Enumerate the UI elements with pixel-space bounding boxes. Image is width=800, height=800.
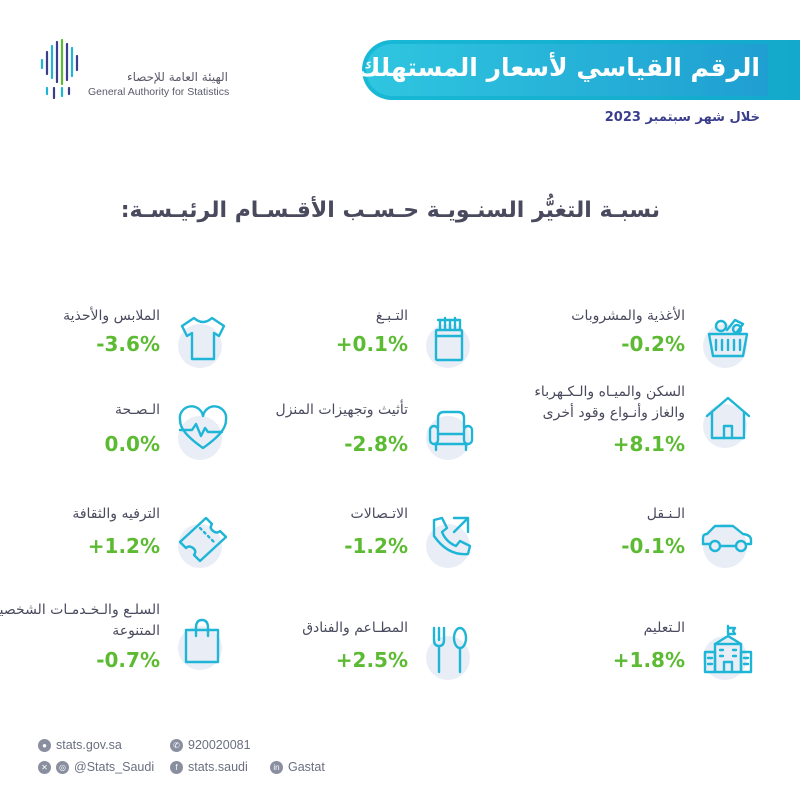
category-housing: السكن والميـاه والـكـهرباء والغاز وأنـوا… [525, 382, 755, 472]
category-label: السلـع والـخـدمـات الشخصية المتنوعة [0, 602, 160, 639]
category-value: -0.1% [621, 534, 685, 558]
footer-x-instagram[interactable]: ✕ ◎ @Stats_Saudi [38, 760, 154, 774]
section-title: نسبـة التغيُّر السنـويـة حـسـب الأقـسـام… [120, 198, 660, 223]
category-label: الـتعليم [643, 620, 685, 636]
ticket-icon [176, 512, 230, 568]
category-label: السكن والميـاه والـكـهرباء والغاز وأنـوا… [534, 384, 685, 421]
category-label: الأغذية والمشروبات [571, 308, 685, 324]
gastat-logo-icon [40, 38, 79, 100]
category-value: -1.2% [344, 534, 408, 558]
tshirt-icon [176, 312, 230, 368]
phone-call-icon [424, 512, 478, 568]
instagram-icon: ◎ [56, 760, 69, 774]
category-value: +2.5% [335, 648, 408, 672]
phone-icon: ✆ [170, 738, 183, 752]
category-restaurants: المطـاعم والفنادق +2.5% [248, 612, 478, 692]
category-communication: الاتـصالات -1.2% [248, 500, 478, 580]
linkedin-icon: in [270, 760, 283, 774]
footer-linkedin[interactable]: in Gastat [270, 760, 325, 774]
house-icon [701, 392, 755, 448]
category-personal-goods: السلـع والـخـدمـات الشخصية المتنوعة -0.7… [0, 600, 230, 690]
phone-number[interactable]: 920020081 [188, 738, 251, 752]
header-banner: الرقم القياسي لأسعار المستهلك [362, 40, 800, 100]
category-transport: الـنـقل -0.1% [525, 500, 755, 580]
category-value: +8.1% [612, 432, 685, 456]
gastat-logo: الهيئة العامة للإحصاء General Authority … [38, 36, 238, 106]
shopping-bag-icon [176, 614, 230, 670]
category-food: الأغذية والمشروبات -0.2% [525, 300, 755, 380]
category-value: -0.2% [621, 332, 685, 356]
category-label: تأثيث وتجهيزات المنزل [275, 402, 408, 418]
category-value: -2.8% [344, 432, 408, 456]
food-basket-icon [701, 312, 755, 368]
category-value: +1.2% [87, 534, 160, 558]
footer-phone[interactable]: ✆ 920020081 [170, 738, 251, 752]
category-value: -3.6% [96, 332, 160, 356]
category-tobacco: التـبـغ +0.1% [248, 300, 478, 380]
category-value: +1.8% [612, 648, 685, 672]
page-title: الرقم القياسي لأسعار المستهلك [362, 53, 760, 82]
category-education: الـتعليم +1.8% [525, 612, 755, 692]
category-recreation: الترفيه والثقافة +1.2% [0, 500, 230, 580]
footer-website[interactable]: ● stats.gov.sa [38, 738, 122, 752]
linkedin-handle[interactable]: Gastat [288, 760, 325, 774]
armchair-icon [424, 404, 478, 460]
school-building-icon [701, 624, 755, 680]
category-value: 0.0% [104, 432, 160, 456]
globe-icon: ● [38, 738, 51, 752]
category-label: الـصـحة [114, 402, 160, 418]
x-icon: ✕ [38, 760, 51, 774]
category-label: الملابس والأحذية [63, 308, 160, 324]
cigarette-pack-icon [424, 312, 478, 368]
category-label: المطـاعم والفنادق [302, 620, 408, 636]
category-furnishing: تأثيث وتجهيزات المنزل -2.8% [248, 392, 478, 472]
category-health: الـصـحة 0.0% [0, 392, 230, 472]
facebook-icon: f [170, 760, 183, 774]
fork-spoon-icon [424, 624, 478, 680]
car-icon [701, 512, 755, 568]
category-value: +0.1% [335, 332, 408, 356]
facebook-handle[interactable]: stats.saudi [188, 760, 248, 774]
category-value: -0.7% [96, 648, 160, 672]
category-label: الـنـقل [646, 506, 685, 522]
header-banner-inner [366, 44, 768, 96]
heartbeat-icon [176, 404, 230, 460]
logo-name-arabic: الهيئة العامة للإحصاء [126, 70, 228, 84]
category-clothing: الملابس والأحذية -3.6% [0, 300, 230, 380]
logo-name-english: General Authority for Statistics [88, 86, 230, 98]
category-label: الاتـصالات [350, 506, 408, 522]
period-subtitle: خلال شهر سبتمبر 2023 [604, 110, 760, 125]
website-link[interactable]: stats.gov.sa [56, 738, 122, 752]
category-label: الترفيه والثقافة [72, 506, 160, 522]
category-label: التـبـغ [375, 308, 408, 324]
social-handle[interactable]: @Stats_Saudi [74, 760, 155, 774]
footer-facebook[interactable]: f stats.saudi [170, 760, 248, 774]
